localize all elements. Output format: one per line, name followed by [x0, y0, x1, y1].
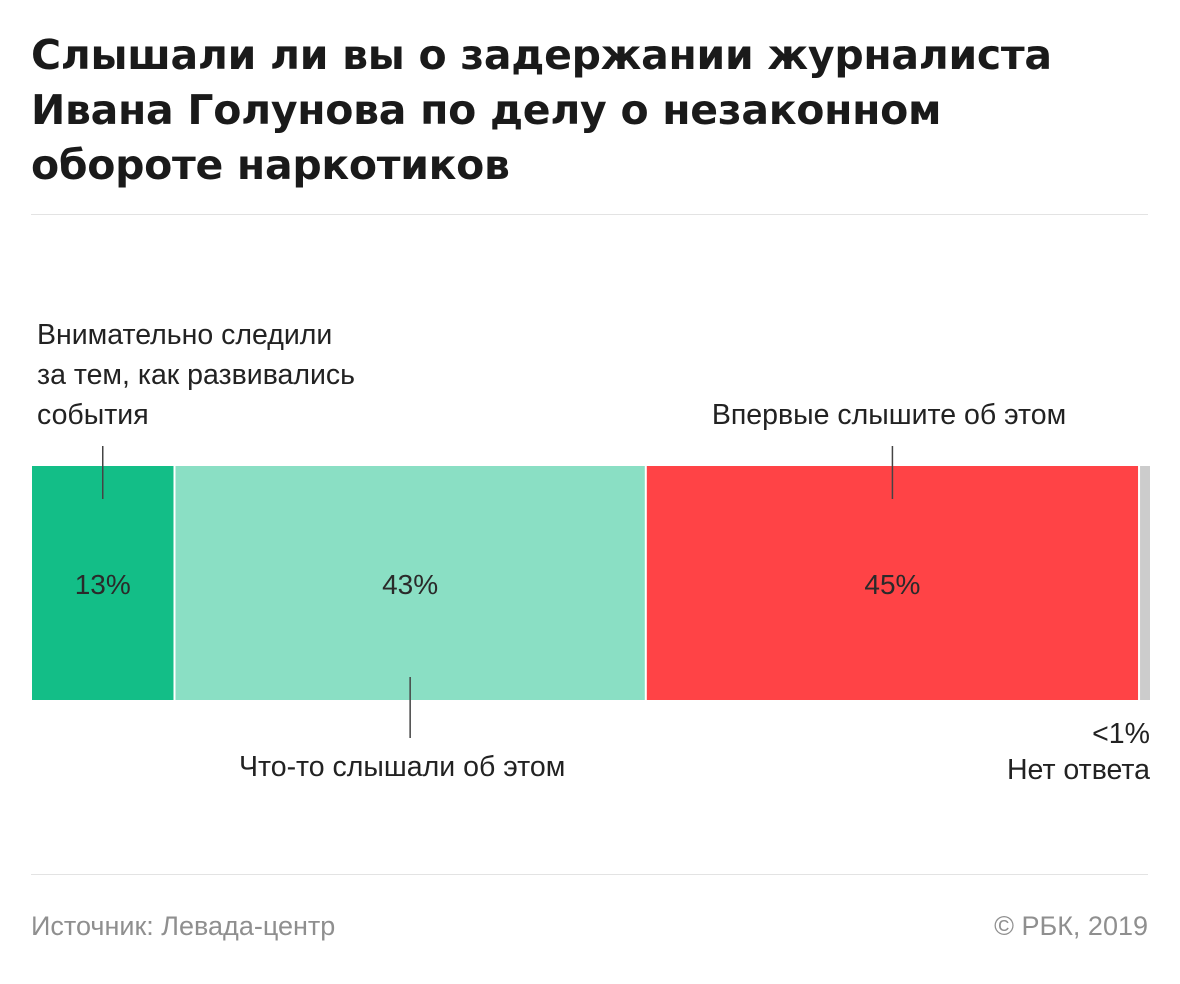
category-label: Что-то слышали об этом	[239, 751, 565, 783]
bar-value-label: <1%	[1092, 718, 1150, 750]
category-label-line: Внимательно следили	[37, 319, 332, 351]
category-label-line: события	[37, 399, 149, 431]
bar-value-label: 45%	[864, 569, 920, 600]
bottom-divider	[31, 874, 1148, 875]
bar-value-label: 13%	[75, 569, 131, 600]
source-note: Источник: Левада-центр	[31, 911, 336, 941]
bar-segment-2	[175, 466, 645, 700]
category-label: Нет ответа	[1007, 754, 1150, 786]
bar-segment-3	[646, 466, 1139, 700]
category-label-line: за тем, как развивались	[37, 359, 355, 391]
top-divider	[31, 214, 1148, 215]
category-label: Впервые слышите об этом	[712, 399, 1066, 431]
bar-value-label: 43%	[382, 569, 438, 600]
bar-segment-4	[1140, 466, 1150, 700]
bar-segment-1	[32, 466, 174, 700]
chart-title: Слышали ли вы о задержании журналиста Ив…	[31, 31, 1052, 189]
copyright-note: © РБК, 2019	[994, 911, 1148, 941]
